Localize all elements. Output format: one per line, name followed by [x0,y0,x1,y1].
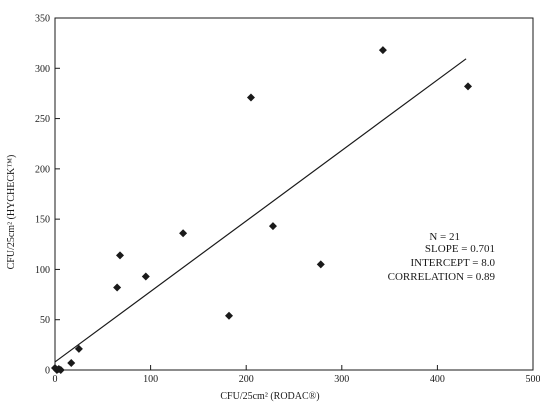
y-tick-label: 50 [40,315,50,326]
y-tick-label: 150 [35,215,50,226]
data-point [247,93,255,101]
stat-slope: SLOPE = 0.701 [425,243,495,255]
y-tick-label: 0 [45,366,50,377]
stat-n: N = 21 [429,231,460,243]
y-axis-label: CFU/25cm² (HYCHECK™) [6,155,17,270]
regression-line-layer [55,59,466,362]
y-tick-label: 100 [35,265,50,276]
data-point [317,260,325,268]
statistics-annotation: N = 21 SLOPE = 0.701 INTERCEPT = 8.0 COR… [388,231,496,283]
data-point [67,359,75,367]
y-tick-label: 250 [35,114,50,125]
x-axis-label: CFU/25cm² (RODAC®) [220,391,319,402]
y-axis: 0 50 100 150 200 250 300 350 [35,14,60,377]
data-point [269,222,277,230]
data-point [379,46,387,54]
x-tick-label: 0 [53,374,58,385]
y-tick-label: 300 [35,64,50,75]
stat-intercept: INTERCEPT = 8.0 [410,257,495,269]
x-tick-label: 100 [143,374,158,385]
data-point [464,82,472,90]
regression-line [55,59,466,362]
y-tick-label: 200 [35,164,50,175]
data-point [142,272,150,280]
data-point [116,251,124,259]
y-tick-label: 350 [35,14,50,25]
plot-frame [55,18,533,370]
data-point [179,229,187,237]
x-axis: 0 100 200 300 400 500 [53,365,540,385]
stat-correlation: CORRELATION = 0.89 [388,271,496,283]
x-tick-label: 500 [526,374,540,385]
x-tick-label: 200 [239,374,254,385]
data-point [113,284,121,292]
x-tick-label: 300 [334,374,349,385]
data-point [225,312,233,320]
x-tick-label: 400 [430,374,445,385]
